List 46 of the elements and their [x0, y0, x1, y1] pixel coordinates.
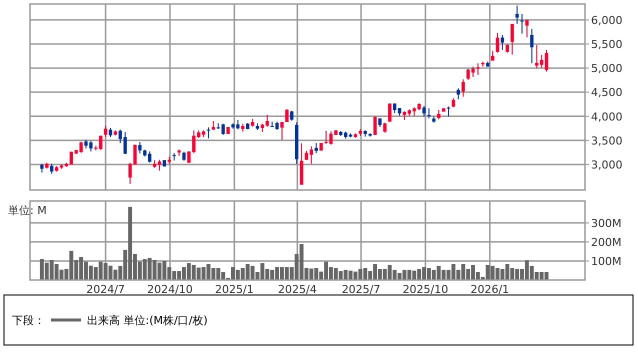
y-tick-label: 100M [591, 254, 622, 268]
candlestick [324, 130, 328, 144]
legend-title: 下段： [12, 314, 45, 327]
y-tick-label: 4,500 [591, 86, 622, 100]
y-tick-label: 200M [591, 236, 622, 249]
y-tick-label: 3,500 [591, 134, 622, 148]
candlestick [285, 108, 289, 123]
candlestick [515, 5, 519, 24]
candlestick [50, 163, 54, 174]
x-tick-label: 2025/7 [342, 283, 380, 296]
candlestick [500, 34, 504, 50]
x-tick-label: 2025/4 [278, 283, 317, 296]
candlestick [108, 127, 112, 138]
candlestick [383, 122, 386, 134]
y-tick-label: 5,500 [591, 38, 622, 51]
y-tick-label: 6,000 [591, 14, 622, 27]
x-tick-label: 2026/1 [470, 283, 510, 296]
candlestick [206, 126, 210, 139]
candlestick [314, 142, 318, 154]
candlestick [446, 106, 450, 118]
x-tick-label: 2025/10 [402, 283, 448, 296]
candlestick [290, 110, 294, 122]
x-tick-label: 2024/7 [86, 283, 125, 296]
candlestick [525, 19, 529, 38]
candlestick [104, 125, 108, 138]
candlestick [138, 142, 142, 154]
candlestick [462, 78, 465, 98]
candlestick [172, 152, 176, 161]
candlestick [510, 23, 514, 56]
candlestick [422, 105, 426, 118]
candlestick [530, 28, 534, 64]
candlestick [158, 159, 162, 171]
candlestick [373, 116, 377, 136]
candlestick [496, 32, 500, 54]
y-tick-label: 5,000 [591, 62, 622, 76]
candlestick [520, 13, 524, 34]
y-tick-label: 3,000 [591, 158, 622, 172]
annotation: 単位: M [8, 204, 47, 217]
legend-label: 出来高 単位:(M株/口/枚) [87, 314, 208, 327]
y-tick-label: 300M [591, 216, 622, 230]
x-tick-label: 2024/10 [147, 283, 193, 296]
candlestick [437, 109, 440, 120]
candlestick [456, 88, 460, 100]
x-tick-label: 2025/1 [215, 283, 254, 296]
y-tick-label: 4,000 [591, 110, 622, 124]
candlestick [427, 108, 431, 119]
